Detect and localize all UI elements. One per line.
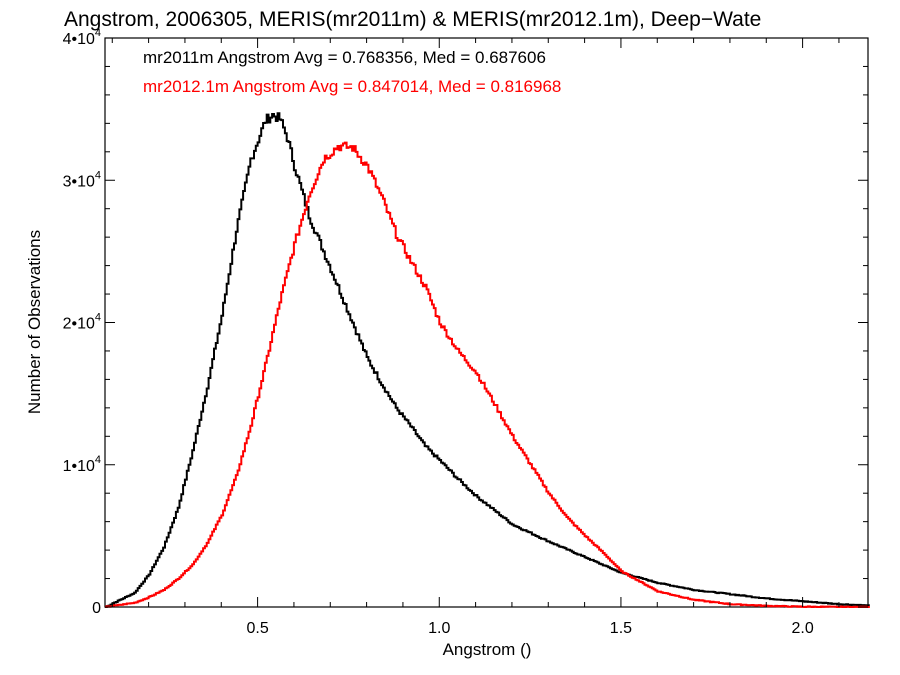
x-axis-label: Angstrom () (443, 640, 532, 659)
y-tick-label: 0 (92, 600, 101, 617)
y-axis-label: Number of Observations (25, 230, 44, 414)
x-tick-label: 0.5 (246, 620, 268, 637)
legend-entry-mr2012-1m: mr2012.1m Angstrom Avg = 0.847014, Med =… (143, 77, 561, 96)
y-tick-label: 3•104 (63, 169, 101, 190)
x-tick-label: 1.5 (610, 620, 632, 637)
y-tick-label: 4•104 (63, 27, 101, 48)
y-tick-label: 1•104 (63, 454, 101, 475)
y-tick-label: 2•104 (63, 312, 101, 333)
plot-area: 0.5 1.0 1.5 2.0 0 1•104 2•104 3•104 4•104 (63, 27, 870, 637)
x-tick-label: 1.0 (428, 620, 450, 637)
chart-title: Angstrom, 2006305, MERIS(mr2011m) & MERI… (64, 8, 761, 31)
x-tick-label: 2.0 (791, 620, 813, 637)
legend: mr2011m Angstrom Avg = 0.768356, Med = 0… (143, 48, 561, 96)
legend-entry-mr2011m: mr2011m Angstrom Avg = 0.768356, Med = 0… (143, 48, 546, 67)
series-layer (105, 112, 870, 608)
tick-layer: 0.5 1.0 1.5 2.0 0 1•104 2•104 3•104 4•104 (63, 27, 868, 637)
series-line-mr2012-1m (105, 141, 870, 608)
series-line-mr2011m (105, 112, 870, 608)
